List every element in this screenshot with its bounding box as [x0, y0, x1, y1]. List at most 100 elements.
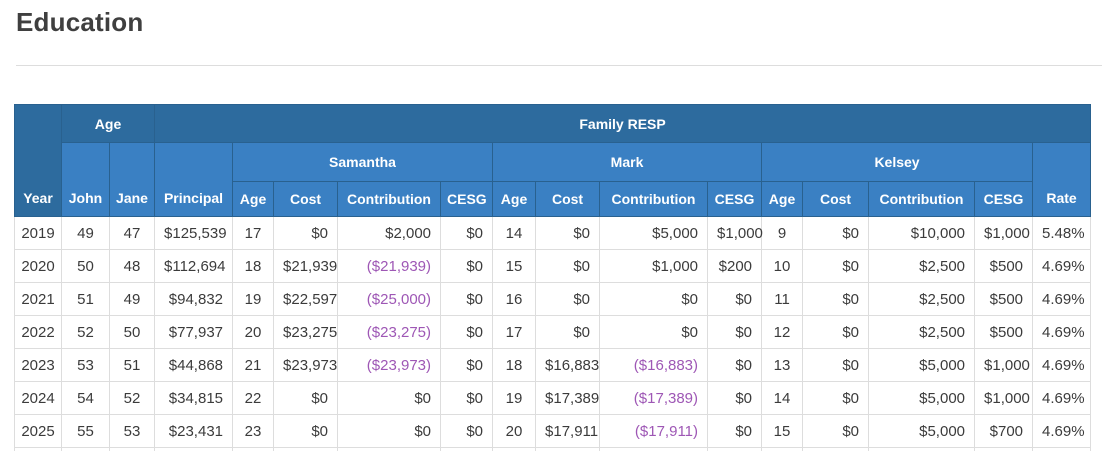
cell-samantha-cesg: $0 — [440, 348, 494, 382]
cell-kelsey-contribution: $2,500 — [868, 315, 976, 349]
cell-samantha-contribution: $0 — [337, 414, 442, 448]
cell-kelsey-contribution: $5,000 — [868, 381, 976, 415]
cell-mark-contribution: ($17,911) — [599, 414, 709, 448]
cell-john-age: 53 — [61, 348, 110, 382]
cell-kelsey-age: 13 — [761, 348, 804, 382]
cell-rate: 5.48% — [1032, 216, 1092, 250]
cell-kelsey-age: 11 — [761, 282, 804, 316]
column-header-samantha-age: Age — [232, 181, 275, 217]
cell-principal: $44,868 — [154, 348, 234, 382]
cell-samantha-cesg — [440, 447, 494, 451]
cell-year: 2025 — [14, 414, 62, 448]
cell-kelsey-cost: $0 — [802, 348, 870, 382]
group-header-samantha: Samantha — [232, 142, 494, 182]
cell-jane-age — [108, 447, 156, 451]
resp-table-container: Year Age Family RESP John Jane Principal… — [14, 104, 1102, 451]
cell-mark-cesg: $0 — [707, 282, 763, 316]
cell-samantha-cesg: $0 — [440, 249, 494, 283]
cell-samantha-age: 17 — [232, 216, 275, 250]
cell-john-age: 51 — [61, 282, 110, 316]
cell-samantha-cesg: $0 — [440, 282, 494, 316]
table-row: 2025 55 53 $23,431 23 $0 $0 $0 20 $17,91… — [14, 414, 1092, 448]
column-header-kelsey-cost: Cost — [802, 181, 870, 217]
cell-kelsey-age: 14 — [761, 381, 804, 415]
column-header-principal: Principal — [154, 142, 234, 217]
cell-samantha-cost: $23,275 — [273, 315, 339, 349]
cell-mark-cost: $0 — [535, 249, 601, 283]
column-header-rate: Rate — [1032, 142, 1092, 217]
column-header-mark-contribution: Contribution — [599, 181, 709, 217]
cell-kelsey-age: 15 — [761, 414, 804, 448]
family-resp-table: Year Age Family RESP John Jane Principal… — [14, 104, 1092, 451]
cell-kelsey-cesg: $700 — [974, 414, 1034, 448]
cell-kelsey-contribution: $5,000 — [868, 414, 976, 448]
column-header-jane: Jane — [108, 142, 156, 217]
cell-samantha-age: 22 — [232, 381, 275, 415]
cell-kelsey-cesg: $500 — [974, 249, 1034, 283]
cell-kelsey-cesg — [974, 447, 1034, 451]
cell-mark-cost: $16,883 — [535, 348, 601, 382]
cell-kelsey-cost — [802, 447, 870, 451]
table-row: 2020 50 48 $112,694 18 $21,939 ($21,939)… — [14, 249, 1092, 283]
table-row-partial — [14, 447, 1092, 451]
cell-mark-cost: $0 — [535, 216, 601, 250]
column-header-samantha-contribution: Contribution — [337, 181, 442, 217]
cell-kelsey-cost: $0 — [802, 216, 870, 250]
group-header-kelsey: Kelsey — [761, 142, 1034, 182]
cell-year — [14, 447, 62, 451]
cell-rate: 4.69% — [1032, 282, 1092, 316]
cell-kelsey-cost: $0 — [802, 315, 870, 349]
cell-jane-age: 48 — [108, 249, 156, 283]
column-header-kelsey-age: Age — [761, 181, 804, 217]
cell-samantha-age: 20 — [232, 315, 275, 349]
cell-samantha-cesg: $0 — [440, 216, 494, 250]
column-header-kelsey-contribution: Contribution — [868, 181, 976, 217]
cell-samantha-cost: $23,973 — [273, 348, 339, 382]
cell-year: 2019 — [14, 216, 62, 250]
column-header-year: Year — [14, 104, 62, 217]
cell-samantha-cesg: $0 — [440, 315, 494, 349]
cell-mark-age — [492, 447, 537, 451]
cell-kelsey-contribution: $5,000 — [868, 348, 976, 382]
cell-rate: 4.69% — [1032, 348, 1092, 382]
group-header-age: Age — [60, 104, 156, 143]
cell-samantha-contribution — [337, 447, 442, 451]
cell-kelsey-contribution: $10,000 — [868, 216, 976, 250]
table-row: 2019 49 47 $125,539 17 $0 $2,000 $0 14 $… — [14, 216, 1092, 250]
cell-year: 2022 — [14, 315, 62, 349]
cell-samantha-cesg: $0 — [440, 381, 494, 415]
cell-samantha-cost: $0 — [273, 216, 339, 250]
cell-kelsey-cesg: $1,000 — [974, 348, 1034, 382]
cell-rate — [1032, 447, 1092, 451]
cell-jane-age: 52 — [108, 381, 156, 415]
cell-mark-contribution: ($16,883) — [599, 348, 709, 382]
cell-mark-age: 17 — [492, 315, 537, 349]
cell-mark-cesg: $0 — [707, 414, 763, 448]
cell-mark-cost: $17,911 — [535, 414, 601, 448]
cell-mark-cesg: $200 — [707, 249, 763, 283]
cell-samantha-age: 18 — [232, 249, 275, 283]
cell-john-age — [61, 447, 110, 451]
cell-kelsey-cost: $0 — [802, 381, 870, 415]
cell-year: 2021 — [14, 282, 62, 316]
group-header-mark: Mark — [492, 142, 763, 182]
column-header-kelsey-cesg: CESG — [974, 181, 1034, 217]
cell-principal — [154, 447, 234, 451]
cell-kelsey-age: 9 — [761, 216, 804, 250]
cell-samantha-cost: $21,939 — [273, 249, 339, 283]
cell-samantha-age: 19 — [232, 282, 275, 316]
cell-samantha-age — [232, 447, 275, 451]
cell-kelsey-age — [761, 447, 804, 451]
cell-principal: $125,539 — [154, 216, 234, 250]
cell-mark-cost — [535, 447, 601, 451]
cell-kelsey-cesg: $500 — [974, 282, 1034, 316]
cell-mark-cost: $0 — [535, 282, 601, 316]
cell-mark-age: 16 — [492, 282, 537, 316]
cell-mark-cesg: $1,000 — [707, 216, 763, 250]
cell-mark-age: 18 — [492, 348, 537, 382]
table-row: 2021 51 49 $94,832 19 $22,597 ($25,000) … — [14, 282, 1092, 316]
cell-mark-contribution: $0 — [599, 282, 709, 316]
cell-mark-contribution — [599, 447, 709, 451]
cell-kelsey-cost: $0 — [802, 282, 870, 316]
